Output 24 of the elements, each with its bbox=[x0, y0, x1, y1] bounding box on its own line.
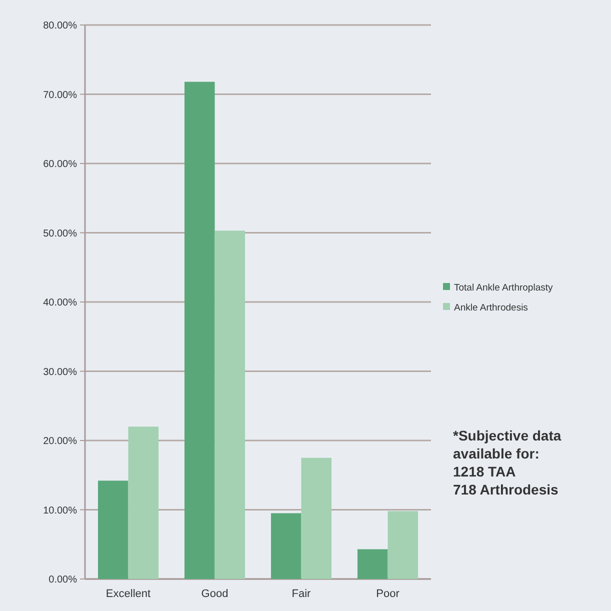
y-tick-label: 10.00% bbox=[43, 505, 78, 516]
text: *Subjective data available for: 1218 TAA 718 Arthrodesis bbox=[453, 428, 562, 498]
bar bbox=[98, 480, 128, 579]
bar bbox=[357, 549, 388, 579]
y-tick-label: 0.00% bbox=[48, 574, 78, 586]
legend-label: Ankle Arthrodesis bbox=[454, 302, 528, 314]
bar bbox=[388, 511, 418, 579]
x-tick-label: Excellent bbox=[106, 588, 151, 600]
bar bbox=[214, 230, 246, 579]
y-tick-label: 20.00% bbox=[43, 436, 78, 447]
y-tick-label: 60.00% bbox=[43, 159, 78, 170]
y-tick-label: 80.00% bbox=[43, 20, 78, 32]
y-tick-label: 30.00% bbox=[43, 366, 78, 378]
y-tick-label: 40.00% bbox=[43, 298, 78, 308]
legend-label: Total Ankle Arthroplasty bbox=[454, 282, 553, 294]
y-tick-label: 70.00% bbox=[43, 90, 78, 101]
y-tick-label: 50.00% bbox=[43, 228, 78, 240]
x-tick-label: Good bbox=[201, 588, 228, 600]
x-tick-label: Poor bbox=[376, 588, 400, 600]
bar bbox=[301, 458, 332, 579]
bar bbox=[128, 426, 159, 579]
bar bbox=[270, 513, 302, 579]
bar bbox=[184, 82, 215, 579]
x-tick-label: Fair bbox=[292, 588, 312, 600]
